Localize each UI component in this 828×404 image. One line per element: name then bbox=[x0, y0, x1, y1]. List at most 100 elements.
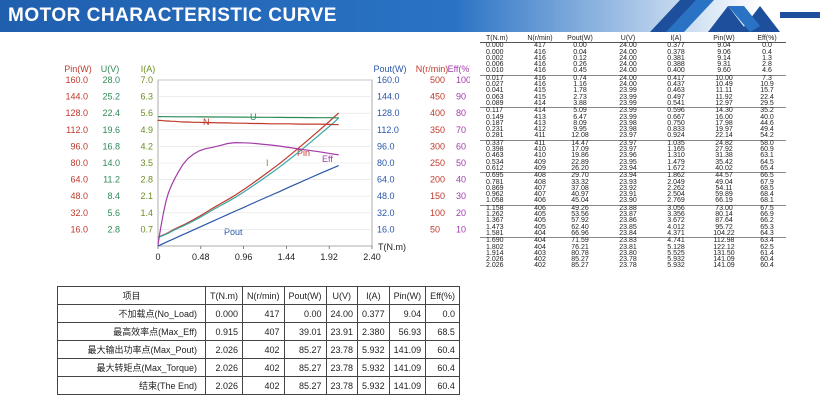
data-cell: 54.11 bbox=[715, 184, 733, 192]
data-header-cell: Pin(W) bbox=[700, 35, 748, 44]
data-cell: 1.158 bbox=[480, 204, 524, 213]
data-header-row: T(N.m) N(r/min) Pout(W) U(V) I(A) Pin(W) Eff(%… bbox=[480, 35, 786, 44]
right-tick-label: 100 bbox=[430, 208, 445, 218]
data-cell: 40.0 bbox=[760, 113, 774, 121]
table-cell: 2.026 bbox=[205, 358, 243, 377]
data-row: 2.026 402 85.27 23.78 5.932 141.09 60.4 bbox=[480, 256, 786, 264]
data-cell: 0.027 bbox=[486, 81, 504, 89]
left-tick-label: 2.8 bbox=[107, 224, 120, 234]
table-header-cell: Pout(W) bbox=[283, 286, 327, 305]
right-tick-label: 100 bbox=[456, 75, 470, 85]
data-cell: 5.525 bbox=[667, 249, 685, 257]
right-tick-label: 160.0 bbox=[377, 75, 400, 85]
table-header-cell: Pin(W) bbox=[388, 286, 427, 305]
left-tick-label: 160.0 bbox=[65, 75, 88, 85]
data-cell: 411 bbox=[524, 139, 556, 148]
data-row: 0.010 416 0.45 24.00 0.400 9.60 4.6 bbox=[480, 68, 786, 75]
data-cell: 87.64 bbox=[715, 217, 733, 225]
data-cell: 14.30 bbox=[700, 107, 748, 115]
data-cell: 9.04 bbox=[717, 42, 731, 50]
data-cell: 0.962 bbox=[486, 191, 504, 199]
table-row: 最大转矩点(Max_Torque) 2.026 402 85.27 23.78 5.932… bbox=[57, 358, 460, 377]
data-cell: 2.262 bbox=[667, 184, 685, 192]
data-cell: 31.38 bbox=[715, 152, 733, 160]
data-cell: 2.504 bbox=[667, 191, 685, 199]
data-cell: 0.74 bbox=[556, 74, 604, 83]
data-cell: 23.96 bbox=[619, 152, 637, 160]
data-cell: 402 bbox=[534, 256, 546, 264]
left-tick-label: 32.0 bbox=[70, 208, 88, 218]
data-cell: 60.4 bbox=[760, 262, 774, 270]
data-row: 1.581 404 66.96 23.84 4.371 104.22 64.3 bbox=[480, 229, 786, 238]
data-cell: 0.750 bbox=[667, 119, 685, 127]
data-cell: 35.42 bbox=[715, 158, 733, 166]
right-tick-label: 250 bbox=[430, 158, 445, 168]
left-axis-title: I(A) bbox=[141, 64, 156, 74]
data-cell: 17.09 bbox=[571, 146, 589, 154]
series-label: Eff bbox=[322, 154, 333, 164]
left-tick-label: 96.0 bbox=[70, 141, 88, 151]
data-cell: 23.83 bbox=[604, 237, 652, 245]
data-cell: 0.398 bbox=[486, 146, 504, 154]
data-cell: 2.8 bbox=[762, 61, 772, 69]
data-cell: 23.88 bbox=[604, 204, 652, 213]
data-cell: 0.00 bbox=[573, 42, 587, 50]
data-cell: 23.97 bbox=[604, 139, 652, 148]
data-cell: 53.56 bbox=[571, 211, 589, 219]
table-row: 结束(The End) 2.026 402 85.27 23.78 5.932 141.09… bbox=[57, 376, 460, 395]
data-cell: 68.4 bbox=[760, 191, 774, 199]
data-cell: 411 bbox=[534, 132, 546, 140]
left-tick-label: 19.6 bbox=[102, 125, 120, 135]
data-cell: 23.84 bbox=[619, 229, 637, 237]
summary-table: 项目 T(N.m) N(r/min) Pout(W) U(V) I(A) Pin(W) Eff… bbox=[57, 286, 460, 395]
table-cell: 0.000 bbox=[205, 304, 243, 323]
data-cell: 7.3 bbox=[748, 74, 786, 83]
data-cell: 17.98 bbox=[715, 119, 733, 127]
data-row: 0.149 413 6.47 23.99 0.667 16.00 40.0 bbox=[480, 113, 786, 121]
data-cell: 68.1 bbox=[760, 197, 774, 205]
data-cell: 23.94 bbox=[619, 164, 637, 172]
left-tick-label: 128.0 bbox=[65, 108, 88, 118]
table-cell: 141.09 bbox=[388, 340, 427, 359]
table-row: 最高效率点(Max_Eff) 0.915 407 39.01 23.91 2.380 56.… bbox=[57, 322, 460, 341]
data-cell: 64.3 bbox=[760, 229, 774, 237]
brand-logo-icon bbox=[650, 0, 820, 32]
data-cell: 68.5 bbox=[760, 184, 774, 192]
table-cell: 最高效率点(Max_Eff) bbox=[57, 322, 206, 341]
data-cell: 76.21 bbox=[571, 243, 589, 251]
data-cell: 24.00 bbox=[619, 61, 637, 69]
right-tick-label: 40 bbox=[456, 175, 466, 185]
data-cell: 23.93 bbox=[619, 178, 637, 186]
data-cell: 104.22 bbox=[713, 229, 735, 237]
data-cell: 40.02 bbox=[715, 164, 733, 172]
table-header-cell: T(N.m) bbox=[205, 286, 243, 305]
data-row: 0.612 409 26.20 23.94 1.672 40.02 65.4 bbox=[480, 164, 786, 173]
data-cell: 8.09 bbox=[573, 119, 587, 127]
data-row: 0.117 414 5.09 23.99 0.596 14.30 35.2 bbox=[480, 107, 786, 115]
table-cell: 402 bbox=[242, 376, 285, 395]
data-cell: 1.802 bbox=[486, 243, 504, 251]
data-cell: 5.09 bbox=[556, 107, 604, 115]
left-tick-label: 5.6 bbox=[107, 208, 120, 218]
data-cell: 23.99 bbox=[619, 113, 637, 121]
pin-series bbox=[157, 112, 340, 239]
data-cell: 410 bbox=[534, 146, 546, 154]
data-cell: 16.00 bbox=[715, 113, 733, 121]
data-cell: 0.000 bbox=[486, 42, 504, 50]
series-label: Pout bbox=[224, 227, 243, 237]
data-cell: 0.437 bbox=[667, 81, 685, 89]
data-cell: 2.049 bbox=[667, 178, 685, 186]
data-cell: 416 bbox=[524, 74, 556, 83]
data-cell: 1.581 bbox=[486, 229, 504, 237]
data-cell: 415 bbox=[534, 87, 546, 95]
table-cell: 0.0 bbox=[425, 304, 460, 323]
data-row: 1.473 405 62.40 23.85 4.012 95.72 65.3 bbox=[480, 224, 786, 231]
left-tick-label: 4.9 bbox=[140, 125, 153, 135]
data-cell: 27.92 bbox=[715, 146, 733, 154]
data-cell: 9.31 bbox=[717, 61, 731, 69]
right-tick-label: 60 bbox=[456, 141, 466, 151]
table-header-cell: Eff(%) bbox=[425, 286, 460, 305]
data-cell: 62.5 bbox=[760, 243, 774, 251]
data-cell: 63.1 bbox=[760, 152, 774, 160]
table-cell: 23.78 bbox=[325, 340, 359, 359]
